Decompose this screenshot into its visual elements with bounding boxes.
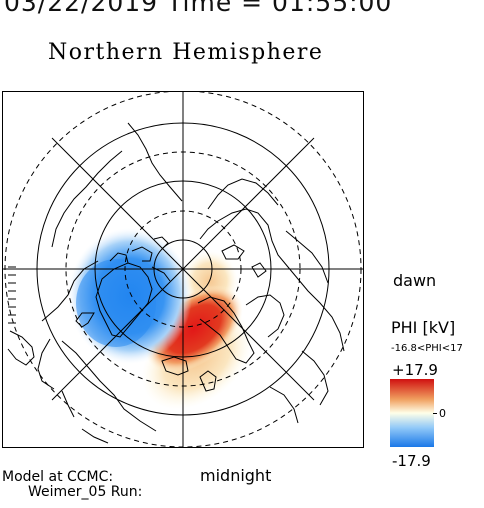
colorbar-range: -16.8<PHI<17 bbox=[391, 343, 463, 354]
dawn-label: dawn bbox=[393, 271, 437, 290]
hemisphere-title: Northern Hemisphere bbox=[48, 40, 324, 65]
date-time-title: 03/22/2019 Time = 01:55:00 bbox=[4, 0, 393, 17]
map-border bbox=[2, 91, 364, 448]
colorbar-min-label: -17.9 bbox=[392, 452, 431, 470]
colorbar-title: PHI [kV] bbox=[391, 318, 456, 337]
run-label: Weimer_05 Run: bbox=[28, 484, 143, 500]
polar-map bbox=[2, 91, 364, 448]
colorbar-zero-label: 0 bbox=[439, 407, 446, 420]
colorbar-zero-tick bbox=[433, 413, 437, 414]
coastlines bbox=[7, 122, 345, 444]
meridian-lines bbox=[2, 91, 364, 448]
colorbar-max-label: +17.9 bbox=[392, 361, 438, 379]
colorbar bbox=[390, 379, 434, 447]
model-label: Model at CCMC: bbox=[2, 469, 114, 485]
midnight-label: midnight bbox=[200, 466, 272, 485]
